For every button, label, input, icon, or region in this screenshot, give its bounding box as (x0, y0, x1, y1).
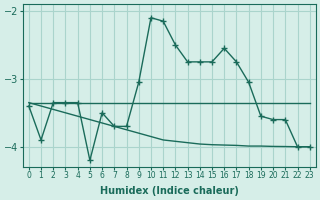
X-axis label: Humidex (Indice chaleur): Humidex (Indice chaleur) (100, 186, 239, 196)
